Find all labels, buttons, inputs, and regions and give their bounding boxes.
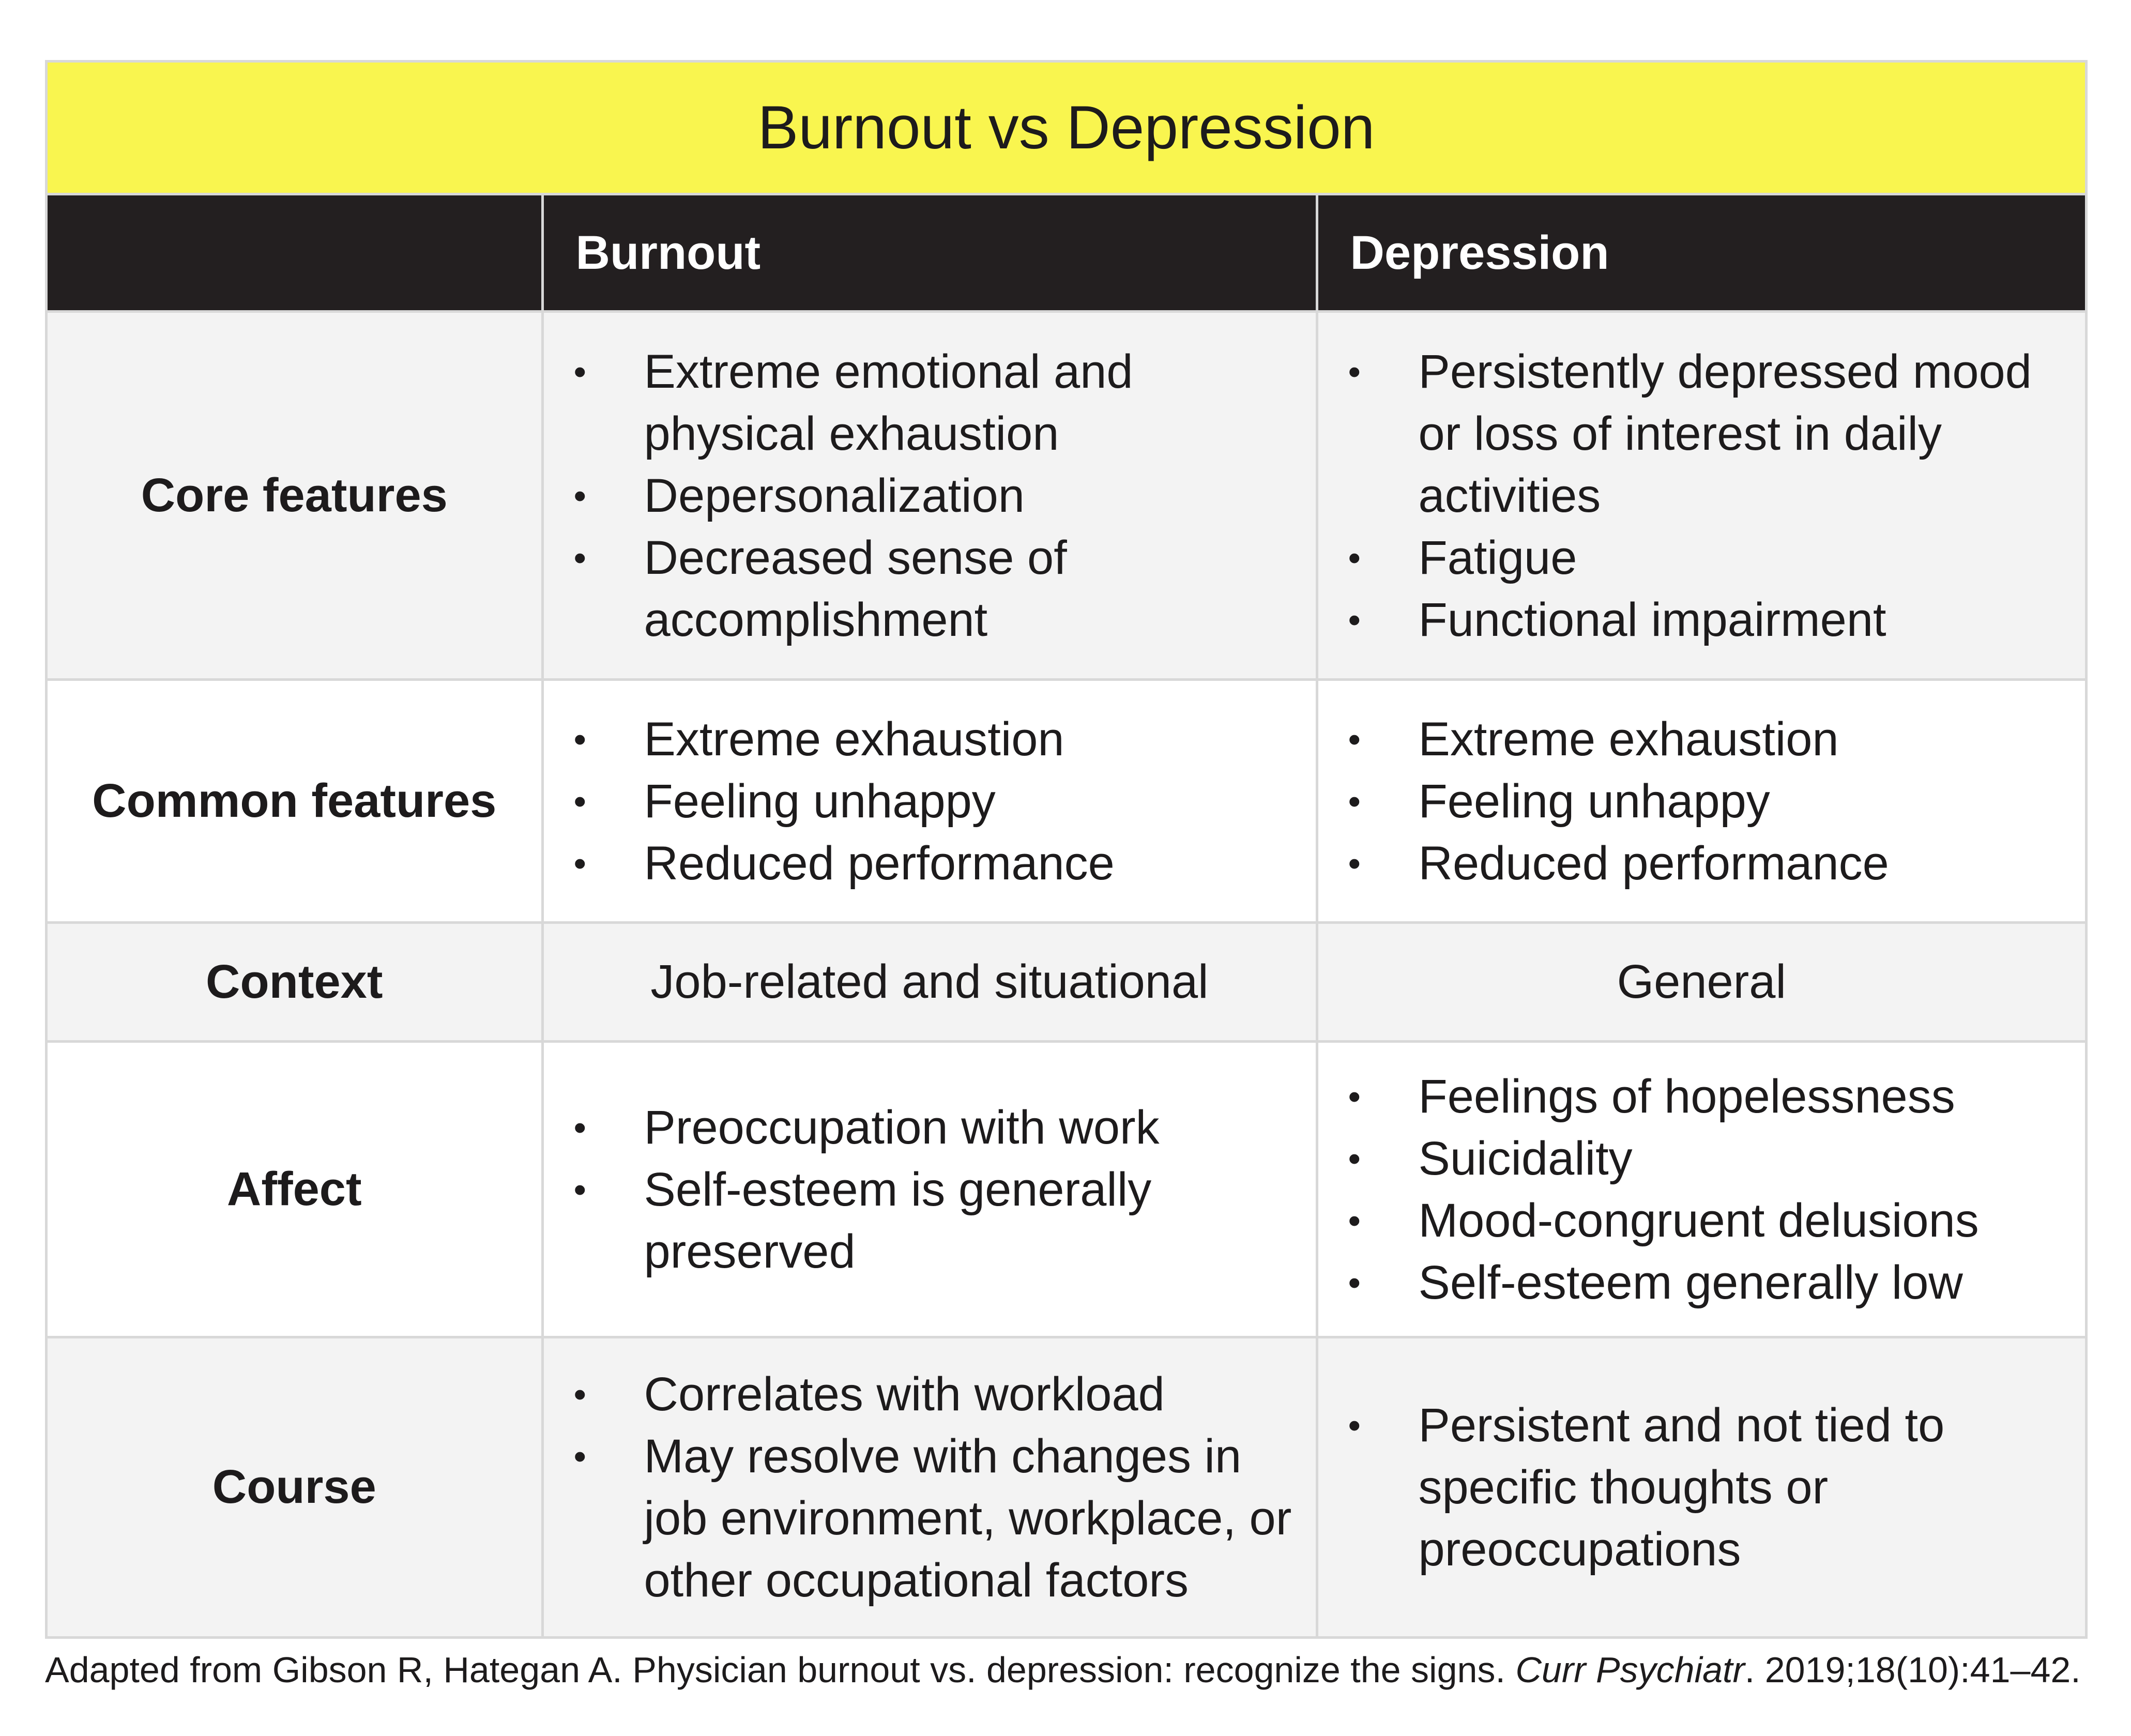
header-blank xyxy=(48,195,544,313)
depression-cell: Persistently depressed mood or loss of i… xyxy=(1315,311,2085,681)
bullet-list: Feelings of hopelessness Suicidality Moo… xyxy=(1318,1065,2065,1314)
row-label: Affect xyxy=(48,1040,544,1338)
bullet-list: Correlates with workload May resolve wit… xyxy=(544,1363,1295,1611)
bullet-list: Extreme emotional and physical exhaustio… xyxy=(544,341,1295,651)
list-item: Depersonalization xyxy=(544,465,1295,527)
bullet-list: Extreme exhaustion Feeling unhappy Reduc… xyxy=(1318,708,2065,894)
burnout-cell: Correlates with workload May resolve wit… xyxy=(541,1336,1318,1636)
row-label: Common features xyxy=(48,678,544,924)
depression-cell: Persistent and not tied to specific thou… xyxy=(1315,1336,2085,1636)
row-label: Core features xyxy=(48,311,544,681)
table-row-core-features: Core features Extreme emotional and phys… xyxy=(48,311,2085,681)
source-footnote: Adapted from Gibson R, Hategan A. Physic… xyxy=(45,1649,2081,1691)
table-title: Burnout vs Depression xyxy=(48,63,2085,195)
burnout-cell: Extreme emotional and physical exhaustio… xyxy=(541,311,1318,681)
bullet-list: Extreme exhaustion Feeling unhappy Reduc… xyxy=(544,708,1295,894)
list-item: Self-esteem generally low xyxy=(1318,1252,2065,1314)
burnout-cell: Job-related and situational xyxy=(541,921,1318,1043)
list-item: Persistently depressed mood or loss of i… xyxy=(1318,341,2065,527)
list-item: Fatigue xyxy=(1318,527,2065,589)
list-item: Correlates with workload xyxy=(544,1363,1295,1425)
list-item: Reduced performance xyxy=(1318,832,2065,894)
list-item: Suicidality xyxy=(1318,1128,2065,1190)
table-row-common-features: Common features Extreme exhaustion Feeli… xyxy=(48,678,2085,924)
list-item: May resolve with changes in job environm… xyxy=(544,1425,1295,1611)
list-item: Functional impairment xyxy=(1318,589,2065,651)
table-row-context: Context Job-related and situational Gene… xyxy=(48,921,2085,1043)
list-item: Extreme emotional and physical exhaustio… xyxy=(544,341,1295,465)
list-item: Decreased sense of accomplishment xyxy=(544,527,1295,651)
row-label: Context xyxy=(48,921,544,1043)
header-burnout: Burnout xyxy=(541,195,1318,313)
list-item: Extreme exhaustion xyxy=(1318,708,2065,770)
table-row-course: Course Correlates with workload May reso… xyxy=(48,1336,2085,1636)
burnout-cell: Extreme exhaustion Feeling unhappy Reduc… xyxy=(541,678,1318,924)
list-item: Extreme exhaustion xyxy=(544,708,1295,770)
list-item: Persistent and not tied to specific thou… xyxy=(1318,1394,2065,1580)
list-item: Self-esteem is generally preserved xyxy=(544,1159,1295,1283)
footnote-prefix: Adapted from Gibson R, Hategan A. Physic… xyxy=(45,1650,1516,1690)
bullet-list: Persistently depressed mood or loss of i… xyxy=(1318,341,2065,651)
comparison-table-frame: Burnout vs Depression Burnout Depression… xyxy=(45,60,2088,1639)
row-label: Course xyxy=(48,1336,544,1636)
depression-cell: General xyxy=(1315,921,2085,1043)
header-depression: Depression xyxy=(1315,195,2085,313)
list-item: Feeling unhappy xyxy=(544,770,1295,832)
bullet-list: Preoccupation with work Self-esteem is g… xyxy=(544,1097,1295,1283)
depression-cell: Extreme exhaustion Feeling unhappy Reduc… xyxy=(1315,678,2085,924)
footnote-suffix: . 2019;18(10):41–42. xyxy=(1744,1650,2081,1690)
list-item: Feelings of hopelessness xyxy=(1318,1065,2065,1128)
burnout-cell: Preoccupation with work Self-esteem is g… xyxy=(541,1040,1318,1338)
depression-cell: Feelings of hopelessness Suicidality Moo… xyxy=(1315,1040,2085,1338)
list-item: Feeling unhappy xyxy=(1318,770,2065,832)
comparison-table: Burnout Depression Core features Extreme… xyxy=(48,195,2085,1636)
footnote-journal: Curr Psychiatr xyxy=(1515,1650,1745,1690)
table-row-affect: Affect Preoccupation with work Self-este… xyxy=(48,1040,2085,1338)
list-item: Reduced performance xyxy=(544,832,1295,894)
bullet-list: Persistent and not tied to specific thou… xyxy=(1318,1394,2065,1580)
list-item: Mood-congruent delusions xyxy=(1318,1190,2065,1252)
header-row: Burnout Depression xyxy=(48,195,2085,313)
list-item: Preoccupation with work xyxy=(544,1097,1295,1159)
